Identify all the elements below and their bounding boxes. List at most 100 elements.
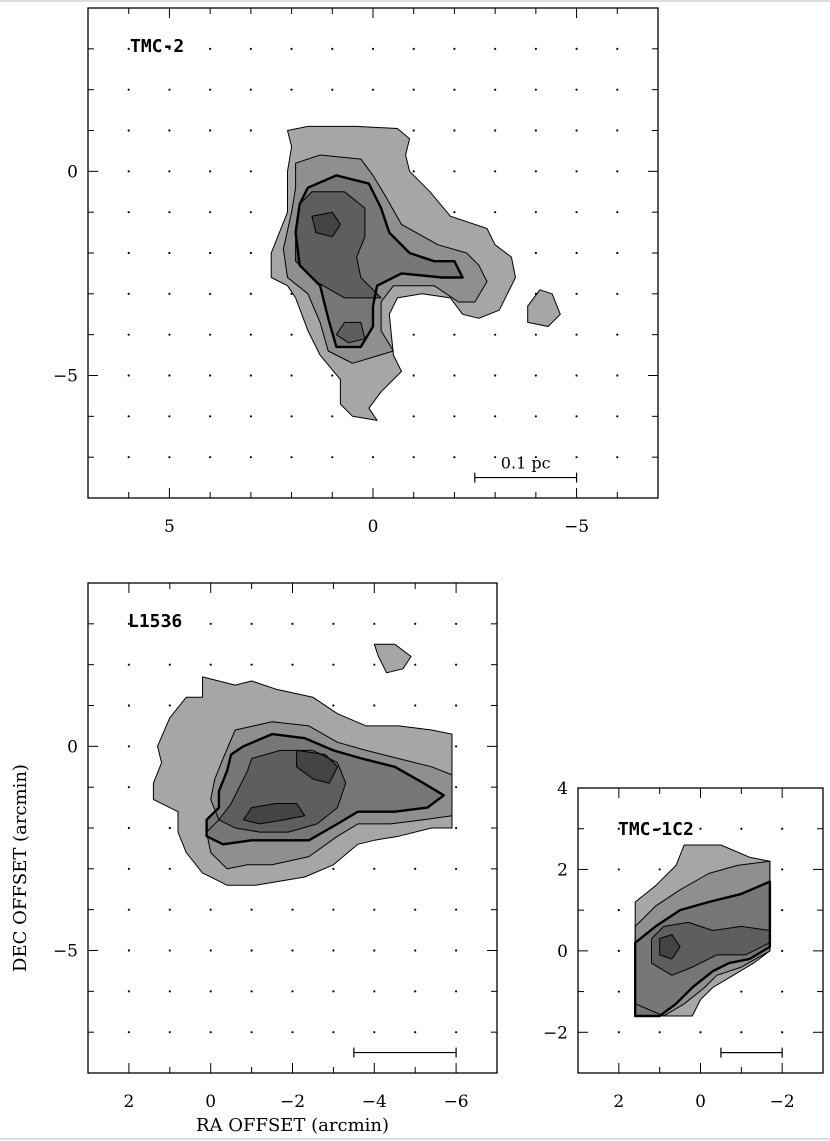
grid-dot (534, 129, 537, 132)
grid-dot (616, 251, 619, 255)
grid-dot (127, 990, 130, 993)
grid-dot (699, 827, 702, 830)
grid-dot (658, 868, 661, 871)
grid-dot (249, 211, 252, 214)
grid-dot (740, 827, 743, 830)
grid-dot (373, 663, 376, 666)
y-tick-label: 0 (67, 162, 78, 182)
grid-dot (290, 374, 293, 377)
grid-dot (209, 622, 212, 625)
grid-dot (412, 129, 415, 132)
x-tick-label: −5 (564, 517, 589, 537)
grid-dot (455, 786, 458, 789)
grid-dot (168, 622, 171, 625)
grid-dot (209, 415, 212, 418)
grid-dot (332, 990, 335, 993)
grid-dot (373, 990, 376, 993)
grid-dot (616, 47, 619, 50)
grid-dot (781, 990, 784, 993)
contour-line-level-1 (527, 289, 561, 327)
grid-dot (412, 47, 415, 50)
contour-fill-level-5 (659, 934, 681, 959)
grid-dot (373, 1031, 376, 1034)
grid-dot (740, 1031, 743, 1034)
contour-line-level-2 (206, 721, 453, 870)
grid-dot (658, 1031, 661, 1034)
grid-dot (127, 251, 130, 255)
contour-line-level-3 (634, 880, 772, 1018)
grid-dot (414, 1031, 417, 1034)
grid-dot (453, 333, 456, 336)
grid-dot (373, 622, 376, 625)
grid-dot (534, 415, 537, 418)
grid-dot (575, 374, 578, 377)
grid-dot (127, 826, 130, 830)
y-tick-label: −5 (53, 367, 78, 387)
grid-dot (127, 704, 130, 707)
grid-dot (414, 949, 417, 952)
grid-dot (249, 415, 252, 418)
y-tick-label: 2 (557, 860, 568, 880)
y-tick-label: −2 (543, 1023, 568, 1043)
grid-dot (575, 292, 578, 295)
grid-dot (331, 456, 334, 459)
grid-dot (209, 170, 212, 173)
grid-dot (127, 415, 130, 418)
grid-dot (453, 88, 456, 91)
grid-dot (494, 333, 497, 336)
grid-dot (250, 908, 253, 911)
x-tick-label: −4 (362, 1092, 387, 1112)
grid-dot (127, 456, 130, 459)
grid-dot (616, 374, 619, 377)
grid-dot (455, 1031, 458, 1034)
y-tick-label: −5 (53, 942, 78, 962)
grid-dot (455, 908, 458, 911)
contour-line-level-1 (373, 643, 412, 674)
grid-dot (616, 170, 619, 173)
grid-dot (575, 88, 578, 91)
grid-dot (575, 456, 578, 459)
grid-dot (332, 622, 335, 625)
grid-dot (250, 663, 253, 666)
grid-dot (617, 990, 620, 993)
grid-dot (332, 908, 335, 911)
grid-dot (250, 1031, 253, 1034)
panel-title: TMC-2 (130, 36, 184, 57)
grid-dot (291, 908, 294, 911)
panel-l1536: 2 0 −2 −4 −6 0 −5 L1536 RA OFFSET (arcmin) DEC… (10, 582, 498, 1136)
grid-dot (209, 1031, 212, 1034)
grid-dot (249, 170, 252, 173)
contour-line-level-3 (205, 732, 445, 846)
grid-dot (127, 908, 130, 911)
grid-dot (494, 211, 497, 214)
grid-dot (534, 88, 537, 91)
grid-dot (575, 129, 578, 132)
contour-line-level-1 (152, 676, 453, 886)
x-tick-label: 5 (164, 517, 175, 537)
grid-dot (127, 88, 130, 91)
grid-dot (616, 333, 619, 336)
grid-dot (414, 867, 417, 870)
x-tick-label: 0 (695, 1092, 706, 1112)
grid-dot (575, 251, 578, 255)
grid-dot (290, 456, 293, 459)
grid-dot (412, 333, 415, 336)
grid-dot (168, 990, 171, 993)
grid-dot (209, 251, 212, 255)
grid-dot (414, 704, 417, 707)
grid-dot (575, 333, 578, 336)
grid-dot (249, 47, 252, 50)
grid-dot (127, 786, 130, 789)
grid-dot (249, 129, 252, 132)
grid-dot (127, 1031, 130, 1034)
grid-dot (127, 622, 130, 625)
grid-dot (209, 990, 212, 993)
grid-dot (168, 129, 171, 132)
grid-dot (371, 456, 375, 459)
grid-dot (412, 170, 415, 173)
y-tick-label: 0 (557, 942, 568, 962)
grid-dot (209, 333, 212, 336)
grid-dot (168, 826, 171, 830)
grid-dot (127, 129, 130, 132)
